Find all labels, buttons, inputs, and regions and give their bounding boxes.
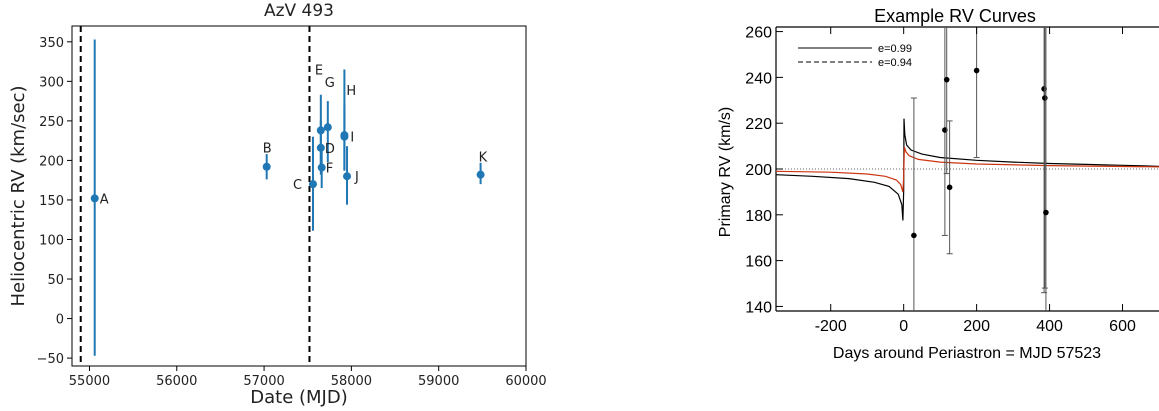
right-legend-label-0: e=0.99 xyxy=(878,43,912,55)
right-xtick-label-0: 0 xyxy=(899,318,908,335)
left-point-label-I: I xyxy=(350,131,354,146)
right-ytick-label-260: 260 xyxy=(745,25,772,42)
left-point-C xyxy=(308,180,317,189)
right-legend-label-1: e=0.94 xyxy=(878,57,912,69)
left-ytick-label-0: 0 xyxy=(56,313,64,328)
left-plot-area: A B C D E F GH I J K xyxy=(71,25,527,367)
left-point-I xyxy=(340,132,349,141)
left-plot-frame xyxy=(71,25,527,367)
left-point-label-A: A xyxy=(100,192,109,207)
right-ytick-label-220: 220 xyxy=(745,116,772,133)
right-y-axis-label: Primary RV (km/s) xyxy=(717,107,734,237)
left-point-label-F: F xyxy=(326,162,333,177)
left-point-label-H: H xyxy=(346,84,356,99)
right-xtick-label--200: -200 xyxy=(815,318,847,335)
left-point-label-B: B xyxy=(263,142,272,157)
left-ytick-label--50: −50 xyxy=(37,352,64,367)
left-ytick-label-50: 50 xyxy=(47,273,64,288)
right-point-3 xyxy=(946,184,953,191)
left-x-axis-label: Date (MJD) xyxy=(250,387,348,408)
left-xtick-label-55000: 55000 xyxy=(69,374,110,389)
left-point-label-G: G xyxy=(325,76,335,91)
left-xtick-label-59000: 59000 xyxy=(418,374,459,389)
left-xtick-label-60000: 60000 xyxy=(505,374,546,389)
left-point-label-K: K xyxy=(479,151,488,166)
left-xtick-label-57000: 57000 xyxy=(243,374,284,389)
left-point-B xyxy=(262,162,271,171)
left-axis-ticks: 55000 56000 57000 58000 59000 60000 −50 0 50 100 1… xyxy=(37,36,547,389)
left-ytick-label-250: 250 xyxy=(39,115,64,130)
chart-azv493: AzV 493 A B C D E F GH I J K 55000 56000 57000 58000… xyxy=(8,1,547,408)
right-ytick-label-180: 180 xyxy=(745,208,772,225)
left-chart-title: AzV 493 xyxy=(264,1,334,21)
left-point-label-E: E xyxy=(315,63,323,78)
right-ytick-label-160: 160 xyxy=(745,254,772,271)
right-ytick-label-140: 140 xyxy=(745,299,772,316)
right-point-2 xyxy=(943,76,950,83)
right-point-0 xyxy=(911,232,917,239)
left-ytick-label-150: 150 xyxy=(39,194,64,209)
left-point-J xyxy=(343,172,352,181)
left-point-label-D: D xyxy=(325,142,335,157)
left-ytick-label-200: 200 xyxy=(39,154,64,169)
right-series-line-1 xyxy=(775,147,1159,193)
right-axis-ticks: -200 0 200 400 600 140 160 180 200 220 240 260 xyxy=(745,25,1136,335)
left-point-label-J: J xyxy=(354,170,359,185)
right-ytick-label-240: 240 xyxy=(745,70,772,87)
left-point-E xyxy=(316,126,325,135)
right-xtick-label-400: 400 xyxy=(1036,318,1063,335)
right-ytick-label-200: 200 xyxy=(745,162,772,179)
right-xtick-label-600: 600 xyxy=(1109,318,1136,335)
right-chart-title: Example RV Curves xyxy=(874,6,1036,26)
right-xtick-label-200: 200 xyxy=(963,318,990,335)
right-plot-area xyxy=(775,26,1159,312)
chart-example-rv-curves: Example RV Curves -200 0 200 400 600 140 160 18… xyxy=(717,6,1159,362)
left-ytick-label-100: 100 xyxy=(39,233,64,248)
left-point-K xyxy=(476,170,485,179)
right-series-line-0 xyxy=(775,118,1159,221)
left-point-F xyxy=(317,163,326,172)
right-point-6 xyxy=(1042,95,1048,101)
right-point-4 xyxy=(973,67,980,74)
left-point-A xyxy=(90,194,99,203)
left-point-label-C: C xyxy=(293,178,302,193)
right-x-axis-label: Days around Periastron = MJD 57523 xyxy=(833,345,1101,362)
right-legend: e=0.99 e=0.94 xyxy=(798,43,912,69)
left-ytick-label-350: 350 xyxy=(39,36,64,51)
left-ytick-label-300: 300 xyxy=(39,75,64,90)
left-xtick-label-58000: 58000 xyxy=(331,374,372,389)
left-y-axis-label: Heliocentric RV (km/sec) xyxy=(8,85,29,306)
left-point-G xyxy=(323,123,332,132)
left-xtick-label-56000: 56000 xyxy=(156,374,197,389)
right-point-7 xyxy=(1043,209,1049,216)
